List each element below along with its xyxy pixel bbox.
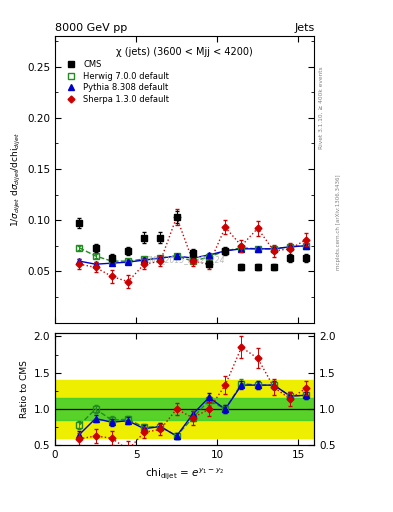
Sherpa 1.3.0 default <box>207 261 211 267</box>
Pythia 8.308 default <box>255 246 260 252</box>
Herwig 7.0.0 default <box>207 254 211 260</box>
CMS <box>109 255 114 261</box>
Text: 8000 GeV pp: 8000 GeV pp <box>55 23 127 33</box>
Sherpa 1.3.0 default <box>191 258 195 264</box>
Herwig 7.0.0 default <box>255 246 260 252</box>
Text: CMS_2015_I1327224: CMS_2015_I1327224 <box>145 255 225 264</box>
Legend: CMS, Herwig 7.0.0 default, Pythia 8.308 default, Sherpa 1.3.0 default: CMS, Herwig 7.0.0 default, Pythia 8.308 … <box>62 60 169 103</box>
Pythia 8.308 default <box>191 255 195 261</box>
CMS <box>93 245 98 251</box>
Herwig 7.0.0 default <box>109 258 114 264</box>
Y-axis label: Ratio to CMS: Ratio to CMS <box>20 360 29 418</box>
X-axis label: chi$_{\rm dijet}$ = $e^{y_1-y_2}$: chi$_{\rm dijet}$ = $e^{y_1-y_2}$ <box>145 466 224 481</box>
Sherpa 1.3.0 default <box>255 225 260 231</box>
Line: Pythia 8.308 default: Pythia 8.308 default <box>76 243 309 267</box>
Pythia 8.308 default <box>93 261 98 267</box>
Pythia 8.308 default <box>77 258 82 264</box>
Herwig 7.0.0 default <box>77 245 82 251</box>
CMS <box>142 234 147 241</box>
Herwig 7.0.0 default <box>288 244 292 250</box>
CMS <box>126 248 130 254</box>
Pythia 8.308 default <box>223 248 228 254</box>
Line: Sherpa 1.3.0 default: Sherpa 1.3.0 default <box>77 215 309 284</box>
Line: Herwig 7.0.0 default: Herwig 7.0.0 default <box>76 243 309 264</box>
Pythia 8.308 default <box>109 260 114 266</box>
Herwig 7.0.0 default <box>142 256 147 262</box>
Pythia 8.308 default <box>304 243 309 249</box>
CMS <box>255 264 260 270</box>
Sherpa 1.3.0 default <box>223 224 228 230</box>
Pythia 8.308 default <box>158 255 163 261</box>
CMS <box>239 264 244 270</box>
Sherpa 1.3.0 default <box>142 261 147 267</box>
Sherpa 1.3.0 default <box>239 243 244 249</box>
Pythia 8.308 default <box>174 253 179 259</box>
Herwig 7.0.0 default <box>174 253 179 259</box>
Sherpa 1.3.0 default <box>93 264 98 270</box>
Pythia 8.308 default <box>142 257 147 263</box>
Pythia 8.308 default <box>207 252 211 258</box>
Herwig 7.0.0 default <box>126 258 130 264</box>
Pythia 8.308 default <box>239 246 244 252</box>
Line: CMS: CMS <box>76 214 309 270</box>
Herwig 7.0.0 default <box>223 248 228 254</box>
CMS <box>223 248 228 254</box>
CMS <box>191 250 195 256</box>
Pythia 8.308 default <box>126 259 130 265</box>
CMS <box>288 255 292 261</box>
Text: χ (jets) (3600 < Mjj < 4200): χ (jets) (3600 < Mjj < 4200) <box>116 47 253 57</box>
Sherpa 1.3.0 default <box>77 261 82 267</box>
Sherpa 1.3.0 default <box>272 248 276 254</box>
Herwig 7.0.0 default <box>239 245 244 251</box>
Herwig 7.0.0 default <box>191 258 195 264</box>
Herwig 7.0.0 default <box>93 253 98 259</box>
CMS <box>272 264 276 270</box>
Herwig 7.0.0 default <box>158 255 163 261</box>
Pythia 8.308 default <box>288 244 292 250</box>
Pythia 8.308 default <box>272 246 276 252</box>
Sherpa 1.3.0 default <box>126 279 130 285</box>
Sherpa 1.3.0 default <box>304 237 309 243</box>
CMS <box>77 220 82 226</box>
Sherpa 1.3.0 default <box>109 273 114 280</box>
Text: Jets: Jets <box>294 23 314 33</box>
CMS <box>158 234 163 241</box>
CMS <box>304 255 309 261</box>
Sherpa 1.3.0 default <box>174 214 179 220</box>
Text: mcplots.cern.ch [arXiv:1306.3436]: mcplots.cern.ch [arXiv:1306.3436] <box>336 175 341 270</box>
Y-axis label: 1/$\sigma_{dijet}$ d$\sigma_{dijet}$/dchi$_{dijet}$: 1/$\sigma_{dijet}$ d$\sigma_{dijet}$/dch… <box>10 132 23 227</box>
Herwig 7.0.0 default <box>304 243 309 249</box>
Sherpa 1.3.0 default <box>158 258 163 264</box>
CMS <box>174 214 179 220</box>
Text: Rivet 3.1.10, ≥ 400k events: Rivet 3.1.10, ≥ 400k events <box>318 66 323 149</box>
Sherpa 1.3.0 default <box>288 246 292 252</box>
Herwig 7.0.0 default <box>272 246 276 252</box>
CMS <box>207 261 211 267</box>
